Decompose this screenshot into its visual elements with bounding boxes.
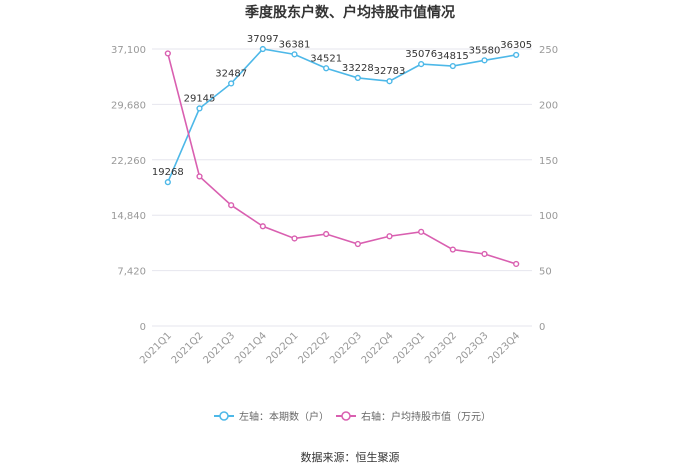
data-label: 35580	[469, 45, 501, 56]
legend-item-right[interactable]: 右轴：户均持股市值（万元）	[336, 410, 491, 423]
x-tick-label: 2021Q1	[138, 330, 174, 366]
left-tick-label: 22,260	[111, 156, 146, 167]
data-point[interactable]	[513, 260, 520, 268]
x-tick-label: 2023Q3	[455, 330, 491, 366]
grid	[152, 48, 532, 327]
data-point[interactable]	[259, 45, 266, 53]
right-tick-label: 200	[539, 100, 558, 111]
right-tick-label: 150	[539, 156, 558, 167]
series-line-1	[167, 53, 517, 265]
left-tick-label: 7,420	[117, 267, 146, 278]
data-label: 35076	[405, 49, 437, 60]
data-label: 34815	[437, 51, 469, 62]
data-point[interactable]	[259, 223, 266, 230]
left-axis: 0 7,420 14,840 22,260 29,680 37,100	[111, 45, 146, 333]
x-tick-label: 2022Q3	[328, 330, 364, 366]
data-point[interactable]	[323, 230, 330, 238]
data-point[interactable]	[354, 74, 361, 82]
right-axis: 0 50 100 150 200 250	[539, 45, 558, 333]
data-point[interactable]	[228, 80, 235, 87]
x-tick-label: 2023Q4	[486, 330, 522, 366]
data-label: 33228	[342, 63, 374, 74]
data-point[interactable]	[513, 51, 520, 59]
data-label: 36381	[279, 39, 311, 50]
x-tick-label: 2023Q1	[391, 330, 427, 366]
data-point[interactable]	[354, 240, 361, 248]
data-point[interactable]	[449, 62, 456, 70]
left-tick-label: 37,100	[111, 45, 146, 56]
data-point[interactable]	[164, 179, 171, 186]
left-tick-label: 14,840	[111, 211, 146, 222]
legend-label-right: 右轴：户均持股市值（万元）	[361, 410, 491, 423]
data-point[interactable]	[449, 246, 456, 253]
x-tick-label: 2023Q2	[423, 330, 459, 366]
data-point[interactable]	[481, 250, 488, 258]
data-point[interactable]	[323, 65, 330, 72]
data-point[interactable]	[291, 51, 298, 58]
data-point[interactable]	[228, 202, 235, 209]
right-tick-label: 100	[539, 211, 558, 222]
right-tick-label: 0	[539, 322, 545, 333]
right-tick-label: 50	[539, 267, 552, 278]
left-tick-label: 0	[140, 322, 146, 333]
x-tick-label: 2021Q3	[201, 330, 237, 366]
legend-marker-left	[219, 411, 229, 421]
series-line-0	[167, 48, 517, 183]
legend-marker-right	[341, 411, 351, 421]
data-point[interactable]	[386, 78, 393, 85]
source-note: 数据来源：恒生聚源	[301, 450, 400, 464]
x-tick-label: 2022Q4	[360, 330, 396, 366]
data-label: 37097	[247, 34, 279, 45]
data-point[interactable]	[196, 173, 203, 180]
data-point[interactable]	[418, 228, 425, 235]
data-point[interactable]	[291, 235, 298, 242]
right-tick-label: 250	[539, 45, 558, 56]
x-tick-label: 2021Q2	[170, 330, 206, 366]
data-point[interactable]	[418, 61, 425, 68]
data-label: 32487	[215, 68, 247, 79]
legend: 左轴：本期数（户） 右轴：户均持股市值（万元）	[214, 410, 491, 423]
series-layer	[164, 45, 520, 268]
x-axis: 2021Q12021Q22021Q32021Q42022Q12022Q22022…	[138, 330, 522, 366]
legend-item-left[interactable]: 左轴：本期数（户）	[214, 410, 329, 423]
data-label: 34521	[310, 53, 342, 64]
data-label: 29145	[184, 93, 216, 104]
data-label: 19268	[152, 167, 184, 178]
data-point[interactable]	[196, 105, 203, 112]
data-point[interactable]	[164, 50, 171, 57]
x-tick-label: 2022Q2	[296, 330, 332, 366]
chart-title: 季度股东户数、户均持股市值情况	[244, 4, 455, 21]
legend-label-left: 左轴：本期数（户）	[239, 410, 329, 423]
data-point[interactable]	[481, 57, 488, 64]
x-tick-label: 2022Q1	[265, 330, 301, 366]
x-tick-label: 2021Q4	[233, 330, 269, 366]
data-point[interactable]	[386, 233, 393, 240]
data-label: 36305	[500, 40, 532, 51]
left-tick-label: 29,680	[111, 100, 146, 111]
data-label: 32783	[374, 66, 406, 77]
